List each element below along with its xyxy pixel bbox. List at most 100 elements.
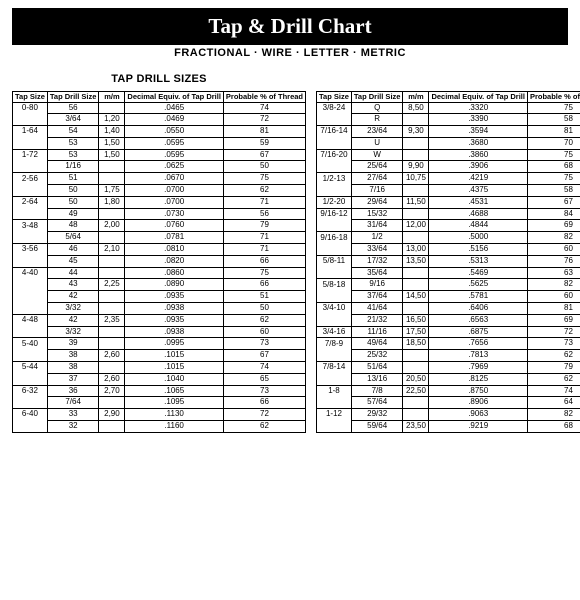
table-row: 9/16-1215/32.468884 [317,208,580,220]
cell: .9063 [429,409,528,421]
cell: 73 [527,338,580,350]
table-row: 3/32.093850 [13,303,306,315]
cell: 1/2-20 [317,196,352,208]
table-row: 25/32.781362 [317,350,580,362]
cell: 60 [223,326,305,338]
cell [99,338,125,350]
table-row: 25/649,90.390668 [317,161,580,173]
cell: .3680 [429,137,528,149]
tap-left-table: Tap Size Tap Drill Size m/m Decimal Equi… [12,91,306,433]
cell: 3/64 [47,114,99,126]
cell: 1,40 [99,126,125,138]
cell: 59/64 [351,421,403,433]
cell [403,114,429,126]
cell: .0760 [125,220,224,232]
cell: 15/32 [351,208,403,220]
cell [403,397,429,409]
cell: 42 [47,291,99,303]
tap-left-section: TAP DRILL SIZES Tap Size Tap Drill Size … [12,73,306,433]
cell: .0938 [125,303,224,315]
cell [13,255,48,267]
cell [99,303,125,315]
cell: .0700 [125,196,224,208]
cell: 62 [223,421,305,433]
cell [317,220,352,232]
tap-header: TAP DRILL SIZES [12,73,306,85]
cell: 68 [527,421,580,433]
cell: .4219 [429,173,528,185]
cell: .9219 [429,421,528,433]
cell: 75 [527,173,580,185]
cell: .6406 [429,303,528,315]
cell: 13,50 [403,255,429,267]
cell: .5469 [429,267,528,279]
cell: 1,50 [99,149,125,161]
cell: 82 [527,409,580,421]
cell: .0890 [125,279,224,291]
cell: 60 [527,244,580,256]
cell: 9/16 [351,279,403,291]
table-row: 1/2-2029/6411,50.453167 [317,196,580,208]
cell: 74 [223,102,305,114]
table-row: 3-48482,00.076079 [13,220,306,232]
cell: 21/32 [351,314,403,326]
table-row: 372,60.104065 [13,373,306,385]
cell: W [351,149,403,161]
cell: .0595 [125,149,224,161]
cell [13,421,48,433]
cell [403,137,429,149]
cell: 25/64 [351,161,403,173]
cell: .0595 [125,137,224,149]
cell: 2,70 [99,385,125,397]
cell: 1-64 [13,126,48,138]
cell [403,267,429,279]
cell: .6875 [429,326,528,338]
cell: .3906 [429,161,528,173]
cell: 67 [223,350,305,362]
table-row: 32.116062 [13,421,306,433]
cell: 9,90 [403,161,429,173]
cell: 3/4-16 [317,326,352,338]
cell: 58 [527,185,580,197]
table-row: R.339058 [317,114,580,126]
cell: 66 [223,255,305,267]
cell: 43 [47,279,99,291]
cell [317,397,352,409]
table-row: 33/6413,00.515660 [317,244,580,256]
col-pct: Probable % of Thread [223,92,305,103]
cell: 25/32 [351,350,403,362]
cell: 37 [47,373,99,385]
cell: 11,50 [403,196,429,208]
cell: 48 [47,220,99,232]
cell: 5-44 [13,362,48,374]
cell: .0995 [125,338,224,350]
table-header-row: Tap Size Tap Drill Size m/m Decimal Equi… [13,92,306,103]
cell: 69 [527,220,580,232]
cell [317,373,352,385]
cell: 5/64 [47,232,99,244]
cell: 20,50 [403,373,429,385]
cell [99,208,125,220]
table-row: 2-5651.067075 [13,173,306,185]
cell: 44 [47,267,99,279]
cell: 3/4-10 [317,303,352,315]
cell [13,397,48,409]
cell: 17,50 [403,326,429,338]
cell: 71 [223,244,305,256]
cell [13,279,48,291]
cell: 35/64 [351,267,403,279]
cell: 62 [223,185,305,197]
tap-mid-section: Tap Size Tap Drill Size m/m Decimal Equi… [316,73,580,433]
cell: 72 [223,409,305,421]
cell: .4531 [429,196,528,208]
table-row: 13/1620,50.812562 [317,373,580,385]
page-title: Tap & Drill Chart [12,8,568,45]
cell [99,421,125,433]
cell [13,373,48,385]
table-row: 21/3216,50.656369 [317,314,580,326]
cell [317,137,352,149]
cell: 3/8-24 [317,102,352,114]
cell [13,326,48,338]
cell: 7/8-9 [317,338,352,350]
table-row: 7/16-20W.386075 [317,149,580,161]
